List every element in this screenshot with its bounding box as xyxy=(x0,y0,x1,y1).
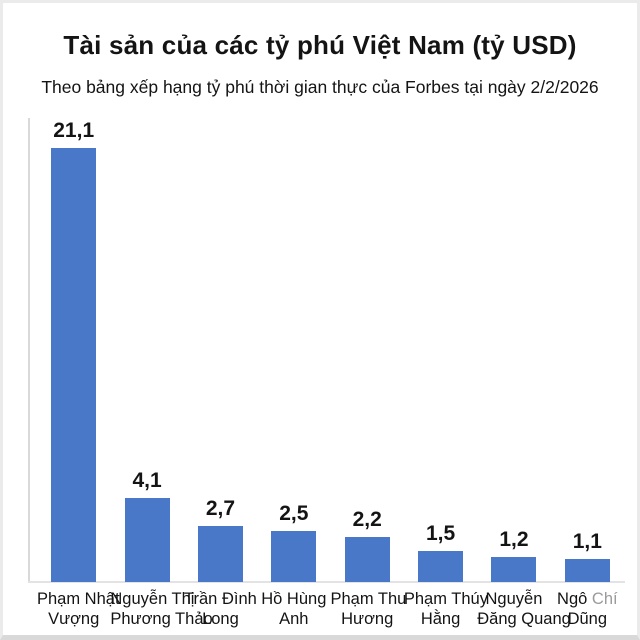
bar-value-label: 2,2 xyxy=(352,508,382,531)
bar-group: 2,5 xyxy=(257,502,330,582)
bar-value-label: 1,2 xyxy=(499,528,529,551)
x-axis-label: Trần Đình Long xyxy=(184,589,257,629)
x-axis-label-line1: Ngô Chí xyxy=(557,590,618,608)
x-axis-label-line2: Dũng xyxy=(567,610,608,629)
x-axis-line xyxy=(28,581,625,583)
x-axis-label: Hồ Hùng Anh xyxy=(257,589,330,629)
x-axis-label-line1: Phạm Thu xyxy=(330,590,407,608)
x-axis-label-line1: Phạm Nhật xyxy=(37,590,120,608)
bar xyxy=(418,551,464,582)
bar-group: 1,5 xyxy=(404,522,477,582)
y-axis-line xyxy=(28,118,30,582)
x-axis-label-line1: Trần Đình xyxy=(184,590,257,608)
x-axis-label-line2: Phương Thảo xyxy=(110,610,213,629)
x-axis-label-line2: Hương xyxy=(341,610,394,629)
bar xyxy=(344,537,390,582)
bar xyxy=(491,557,537,582)
bar-group: 2,7 xyxy=(184,497,257,582)
chart-subtitle: Theo bảng xếp hạng tỷ phú thời gian thực… xyxy=(41,77,599,97)
x-axis-label-line2: Vượng xyxy=(48,610,100,629)
bar-value-label: 1,1 xyxy=(572,530,602,553)
x-axis-label: Nguyễn Thị Phương Thảo xyxy=(110,589,213,629)
x-axis-label-line1: Hồ Hùng xyxy=(261,590,327,608)
x-axis-label: Ngô Chí Dũng xyxy=(551,589,624,629)
bar xyxy=(197,526,243,582)
x-axis-label-line2: Long xyxy=(202,610,239,629)
x-axis-label: Phạm Thúy Hằng xyxy=(403,589,488,629)
chart-title: Tài sản của các tỷ phú Việt Nam (tỷ USD) xyxy=(63,30,577,60)
x-axis-label-line2: Hằng xyxy=(420,610,461,629)
x-axis-label-line1: Phạm Thúy xyxy=(403,590,488,608)
bar-group: 21,1 xyxy=(37,119,110,582)
bar xyxy=(51,148,97,582)
bar-group: 2,2 xyxy=(331,508,404,582)
bar xyxy=(564,559,610,582)
bar-value-label: 1,5 xyxy=(425,522,456,545)
x-axis-label-line2: Đăng Quang xyxy=(477,610,571,629)
x-axis-label: Nguyễn Đăng Quang xyxy=(477,589,571,629)
x-axis-labels-row: Phạm Nhật Vượng Nguyễn Thị Phương Thảo T… xyxy=(37,589,624,629)
x-axis-label: Phạm Thu Hương xyxy=(330,589,407,629)
bar-chart-plot-area: 21,1 4,1 2,7 2,5 2,2 1,5 1,2 1,1 xyxy=(37,118,624,582)
bar-group: 4,1 xyxy=(110,469,183,582)
bar-group: 1,1 xyxy=(551,530,624,582)
bar-value-label: 4,1 xyxy=(132,469,162,492)
x-axis-label-line1: Nguyễn xyxy=(485,590,543,608)
bar xyxy=(271,531,317,582)
bar-value-label: 2,7 xyxy=(205,497,236,520)
x-axis-label-muted-word: Chí xyxy=(591,590,618,608)
bar-group: 1,2 xyxy=(477,528,550,582)
x-axis-label: Phạm Nhật Vượng xyxy=(37,589,120,629)
x-axis-label-line2: Anh xyxy=(279,610,309,629)
x-axis-label-line1: Nguyễn Thị xyxy=(110,590,195,608)
bar-value-label: 21,1 xyxy=(53,119,95,142)
bar xyxy=(124,498,170,582)
bar-value-label: 2,5 xyxy=(279,502,309,525)
